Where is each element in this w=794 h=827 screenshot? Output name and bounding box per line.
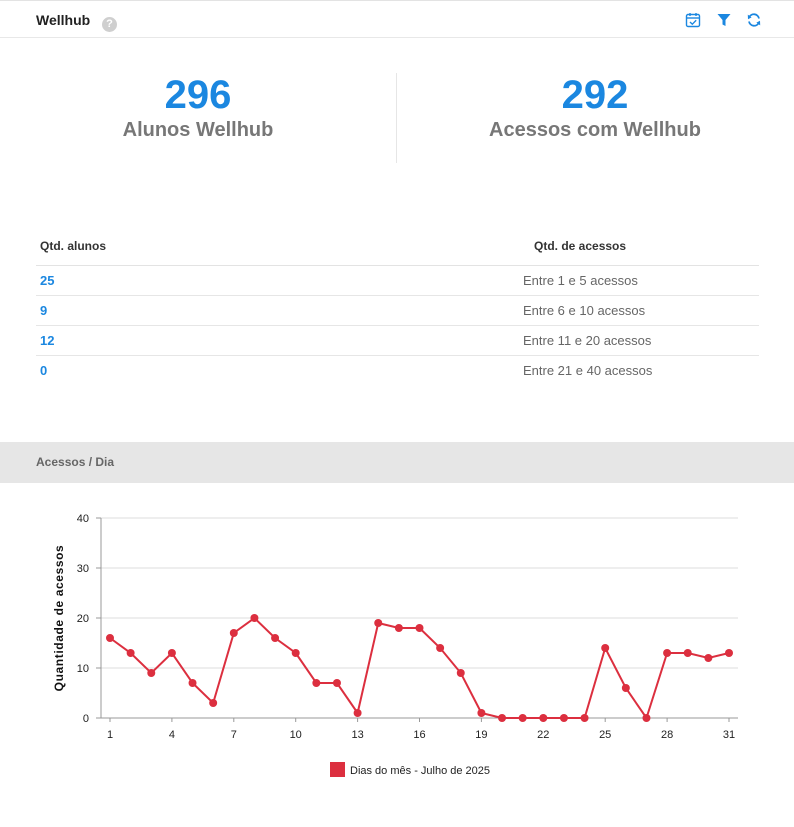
- data-point: [374, 619, 383, 627]
- x-tick-label: 22: [537, 729, 549, 741]
- data-point: [106, 634, 114, 642]
- data-point: [704, 654, 713, 662]
- y-tick-label: 30: [77, 563, 89, 575]
- table-row: 12 Entre 11 e 20 acessos: [36, 326, 759, 356]
- section-title: Acessos / Dia: [36, 455, 115, 469]
- data-point: [539, 714, 548, 722]
- kpi-accesses-label: Acessos com Wellhub: [489, 119, 701, 141]
- data-point: [498, 714, 507, 722]
- data-point: [271, 634, 280, 642]
- access-range-table: Qtd. alunos Qtd. de acessos 25 Entre 1 e…: [36, 226, 759, 386]
- data-point: [663, 649, 672, 657]
- data-point: [580, 714, 589, 722]
- row-count[interactable]: 12: [40, 333, 55, 348]
- data-point: [229, 629, 238, 637]
- data-point: [291, 649, 300, 657]
- row-count[interactable]: 0: [40, 363, 48, 378]
- data-point: [436, 644, 445, 652]
- x-tick-label: 13: [351, 729, 363, 741]
- data-point: [456, 669, 465, 677]
- table-row: 9 Entre 6 e 10 acessos: [36, 296, 759, 326]
- data-point: [725, 649, 733, 657]
- data-point: [518, 714, 527, 722]
- kpi-students: 296 Alunos Wellhub: [0, 72, 396, 142]
- data-point: [621, 684, 630, 692]
- kpi-accesses: 292 Acessos com Wellhub: [397, 72, 793, 142]
- row-range: Entre 1 e 5 acessos: [523, 273, 638, 288]
- data-point: [312, 679, 321, 687]
- data-point: [415, 624, 424, 632]
- calendar-check-icon[interactable]: [685, 12, 701, 28]
- kpi-students-value: 296: [164, 73, 232, 117]
- legend-label: Dias do mês - Julho de 2025: [350, 765, 490, 777]
- row-range: Entre 11 e 20 acessos: [523, 333, 652, 348]
- x-tick-label: 10: [290, 729, 302, 741]
- y-axis-title: Quantidade de acessos: [52, 545, 66, 692]
- access-per-day-chart: 0 10 20 30 40 1 4 7 10 13 16 19 22 25 28 31 Quantidade d…: [0, 500, 794, 800]
- legend-swatch: [330, 762, 345, 777]
- row-range: Entre 6 e 10 acessos: [523, 303, 646, 318]
- data-point: [642, 714, 651, 722]
- data-point: [167, 649, 176, 657]
- y-tick-label: 40: [77, 513, 89, 525]
- header-count: Qtd. alunos: [40, 239, 106, 253]
- x-tick-label: 28: [661, 729, 673, 741]
- x-tick-label: 19: [475, 729, 487, 741]
- table-row: 0 Entre 21 e 40 acessos: [36, 356, 759, 386]
- data-point: [353, 709, 362, 717]
- data-point: [683, 649, 692, 657]
- data-point: [209, 699, 218, 707]
- top-bar: Wellhub ?: [0, 0, 794, 38]
- line-chart: 0 10 20 30 40 1 4 7 10 13 16 19 22 25 28 31 Quantidade d…: [52, 513, 738, 777]
- y-tick-label: 0: [83, 713, 89, 725]
- kpi-students-label: Alunos Wellhub: [122, 119, 274, 141]
- row-count[interactable]: 9: [40, 303, 48, 318]
- data-point: [250, 614, 259, 622]
- row-range: Entre 21 e 40 acessos: [523, 363, 653, 378]
- kpi-divider: [396, 73, 397, 163]
- data-point: [477, 709, 486, 717]
- kpi-accesses-value: 292: [561, 73, 629, 117]
- help-circle-icon[interactable]: ?: [102, 17, 117, 32]
- data-point: [332, 679, 341, 687]
- y-tick-label: 20: [77, 613, 89, 625]
- x-tick-label: 7: [231, 729, 237, 741]
- x-tick-label: 4: [169, 729, 175, 741]
- header-range: Qtd. de acessos: [534, 239, 627, 253]
- refresh-icon[interactable]: [746, 12, 762, 28]
- data-point: [126, 649, 135, 657]
- data-point: [559, 714, 568, 722]
- x-tick-label: 31: [723, 729, 735, 741]
- app-title: Wellhub: [36, 12, 91, 28]
- data-point: [601, 644, 610, 652]
- data-point: [147, 669, 156, 677]
- table-header: Qtd. alunos Qtd. de acessos: [36, 226, 759, 266]
- row-count[interactable]: 25: [40, 273, 55, 288]
- y-tick-label: 10: [77, 663, 89, 675]
- section-header: Acessos / Dia: [0, 442, 794, 483]
- data-point: [394, 624, 403, 632]
- table-row: 25 Entre 1 e 5 acessos: [36, 266, 759, 296]
- x-tick-label: 16: [413, 729, 425, 741]
- x-tick-label: 1: [107, 729, 113, 741]
- x-tick-label: 25: [599, 729, 611, 741]
- data-point: [188, 679, 197, 687]
- filter-icon[interactable]: [716, 12, 732, 28]
